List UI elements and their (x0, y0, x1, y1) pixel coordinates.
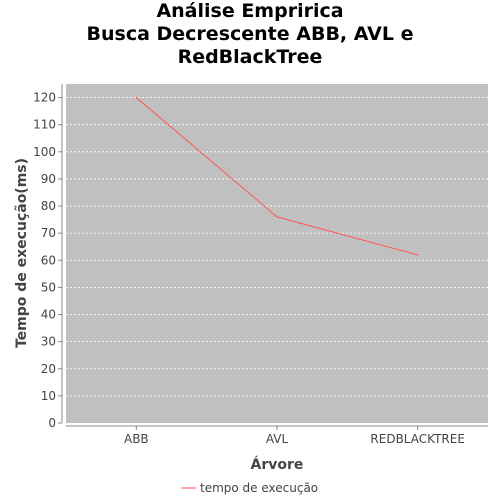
x-tick-label-2: REDBLACKTREE (370, 432, 465, 446)
chart-title: Análise Empririca Busca Decrescente ABB,… (0, 0, 500, 69)
y-tick-label-100: 100 (33, 145, 56, 159)
y-tick-label-40: 40 (41, 308, 56, 322)
y-tick-label-20: 20 (41, 362, 56, 376)
y-tick-label-30: 30 (41, 335, 56, 349)
x-axis-title: Árvore (251, 456, 304, 473)
y-tick-label-120: 120 (33, 91, 56, 105)
x-tick-label-1: AVL (266, 432, 289, 446)
y-tick-label-90: 90 (41, 172, 56, 186)
data-point-0-0 (135, 96, 137, 99)
x-tick-label-0: ABB (124, 432, 149, 446)
chart-title-line-2: Busca Decrescente ABB, AVL e (86, 23, 414, 45)
y-tick-label-80: 80 (41, 199, 56, 213)
x-tick-labels: ABB AVL REDBLACKTREE (124, 426, 465, 446)
legend-label: tempo de execução (200, 481, 318, 495)
chart-title-line-1: Análise Empririca (156, 0, 344, 22)
legend: tempo de execução (181, 481, 318, 495)
y-tick-label-110: 110 (33, 118, 56, 132)
chart-title-line-3: RedBlackTree (177, 46, 323, 68)
y-tick-label-50: 50 (41, 280, 56, 294)
y-tick-label-60: 60 (41, 253, 56, 267)
series-lines (135, 96, 419, 256)
plot-area (66, 84, 488, 423)
y-tick-label-10: 10 (41, 389, 56, 403)
data-point-0-1 (276, 216, 278, 218)
y-tick-label-70: 70 (41, 226, 56, 240)
y-tick-labels: 0 10 20 30 40 50 60 70 80 90 100 110 120 (33, 91, 62, 430)
y-tick-label-0: 0 (48, 416, 56, 430)
data-point-0-2 (417, 254, 419, 256)
y-axis-title: Tempo de execução(ms) (14, 158, 30, 348)
